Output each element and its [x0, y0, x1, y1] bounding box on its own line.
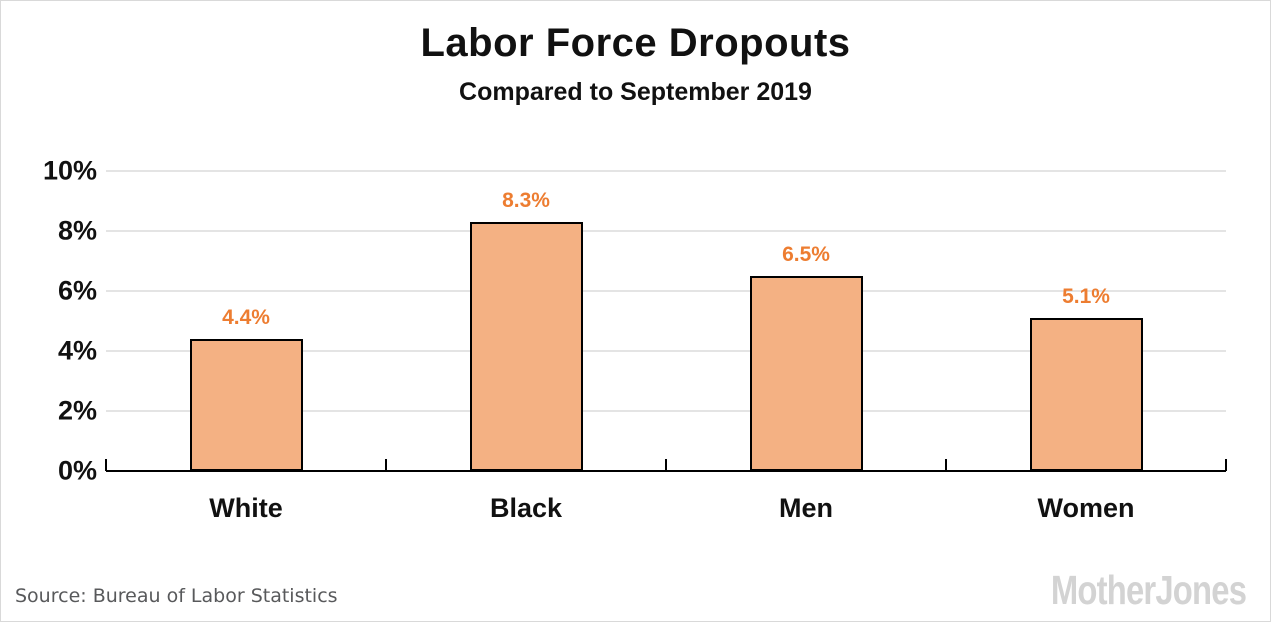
chart-subtitle: Compared to September 2019 — [459, 78, 812, 106]
category-label-women: Women — [1037, 493, 1135, 523]
gridline-8 — [106, 230, 1226, 232]
gridline-4 — [106, 350, 1226, 352]
bar-white — [189, 339, 303, 471]
data-label-men: 6.5% — [782, 243, 830, 266]
x-axis-tick-2 — [665, 459, 667, 471]
category-label-white: White — [209, 493, 283, 523]
y-axis-tick-label-0: 0% — [57, 455, 97, 486]
x-axis-tick-0 — [105, 459, 107, 471]
y-axis-tick-label-4: 4% — [57, 335, 97, 366]
bar-women — [1029, 318, 1143, 471]
y-axis-tick-label-8: 8% — [57, 215, 97, 246]
data-label-women: 5.1% — [1062, 285, 1110, 308]
x-axis-line — [106, 470, 1226, 472]
data-label-white: 4.4% — [222, 306, 270, 329]
data-label-black: 8.3% — [502, 189, 550, 212]
gridline-10 — [106, 170, 1226, 172]
plot-area: 4.4% 8.3% 6.5% 5.1% — [105, 170, 1227, 472]
gridline-6 — [106, 290, 1226, 292]
mother-jones-logo: MotherJones — [1050, 567, 1247, 613]
chart-title: Labor Force Dropouts — [420, 21, 851, 65]
y-axis-tick-label-10: 10% — [42, 155, 97, 186]
bar-black — [469, 222, 583, 471]
category-label-black: Black — [489, 493, 563, 523]
y-axis-tick-label-2: 2% — [57, 395, 97, 426]
source-note: Source: Bureau of Labor Statistics — [15, 585, 338, 607]
x-axis-tick-4 — [1225, 459, 1227, 471]
gridline-2 — [106, 410, 1226, 412]
y-axis-tick-label-6: 6% — [57, 275, 97, 306]
x-axis-tick-1 — [385, 459, 387, 471]
bar-men — [749, 276, 863, 471]
category-label-men: Men — [779, 493, 833, 523]
x-axis-tick-3 — [945, 459, 947, 471]
